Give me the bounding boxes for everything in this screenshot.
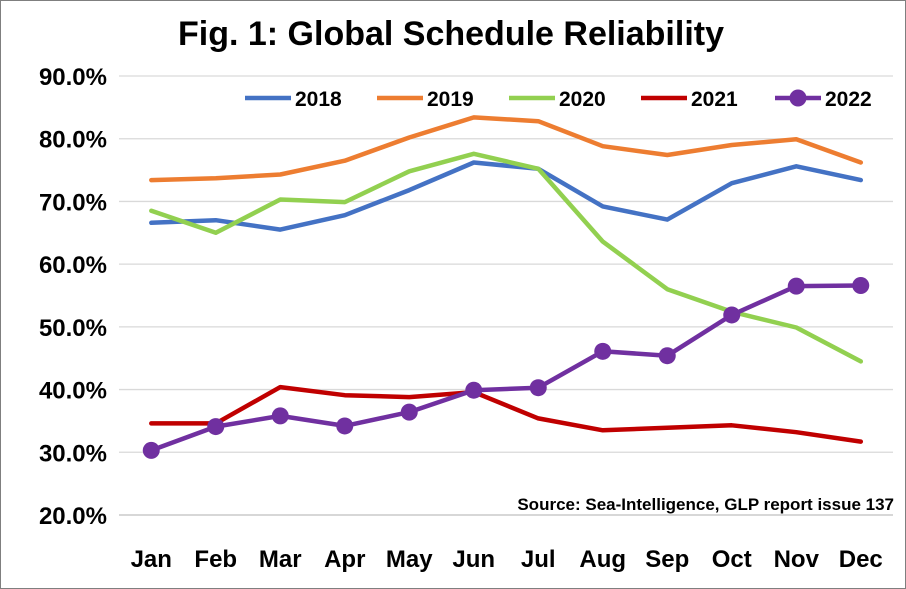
series-2021 — [149, 384, 864, 444]
x-tick-label: Nov — [774, 546, 820, 573]
legend-label: 2020 — [559, 88, 606, 111]
x-tick-label: Dec — [839, 546, 883, 573]
x-tick-label: Apr — [324, 546, 365, 573]
series-line-2020 — [149, 151, 864, 364]
y-tick-label: 80.0% — [39, 127, 107, 154]
data-point — [852, 276, 870, 294]
legend-label: 2018 — [295, 88, 342, 111]
y-tick-label: 90.0% — [39, 64, 107, 91]
series-2018 — [149, 160, 864, 232]
series-2022 — [142, 276, 870, 459]
data-point — [658, 347, 676, 365]
legend-label: 2021 — [691, 88, 738, 111]
legend-marker — [789, 89, 807, 107]
legend-item-2018: 2018 — [245, 88, 342, 111]
x-tick-label: Aug — [579, 546, 626, 573]
y-tick-label: 60.0% — [39, 252, 107, 279]
data-point — [529, 379, 547, 397]
data-point — [465, 381, 483, 399]
x-tick-label: Jul — [521, 546, 556, 573]
legend-label: 2019 — [427, 88, 474, 111]
source-annotation: Source: Sea-Intelligence, GLP report iss… — [517, 495, 894, 514]
legend-item-2022: 2022 — [775, 88, 872, 111]
series-line-2022 — [149, 283, 864, 453]
x-tick-label: Oct — [712, 546, 752, 573]
y-tick-label: 20.0% — [39, 503, 107, 530]
series-lines — [142, 115, 870, 459]
y-tick-label: 50.0% — [39, 315, 107, 342]
data-point — [594, 342, 612, 360]
data-point — [787, 277, 805, 295]
data-point — [271, 407, 289, 425]
y-tick-label: 70.0% — [39, 189, 107, 216]
y-tick-label: 40.0% — [39, 378, 107, 405]
series-line-2018 — [149, 160, 864, 232]
x-tick-label: Sep — [645, 546, 689, 573]
chart-title: Fig. 1: Global Schedule Reliability — [178, 15, 724, 53]
data-point — [142, 441, 160, 459]
y-axis-tick-labels: 20.0% 30.0% 40.0% 50.0% 60.0% 70.0% 80.0% 90.0% — [39, 64, 107, 530]
data-point — [400, 403, 418, 421]
series-2020 — [149, 151, 864, 364]
legend-item-2021: 2021 — [641, 88, 738, 111]
series-line-2021 — [149, 384, 864, 444]
data-point — [207, 418, 225, 436]
legend-label: 2022 — [825, 88, 872, 111]
x-tick-label: May — [386, 546, 433, 573]
series-2019 — [149, 115, 864, 183]
data-point — [336, 417, 354, 435]
legend-item-2020: 2020 — [509, 88, 606, 111]
x-tick-label: Jun — [452, 546, 495, 573]
x-tick-label: Mar — [259, 546, 302, 573]
legend-item-2019: 2019 — [377, 88, 474, 111]
data-point — [723, 306, 741, 324]
x-tick-label: Jan — [131, 546, 172, 573]
x-tick-label: Feb — [194, 546, 237, 573]
x-axis-tick-labels: Jan Feb Mar Apr May Jun Jul Aug Sep Oct Nov Dec — [131, 546, 883, 573]
legend: 2018 2019 2020 2021 2022 — [245, 88, 872, 111]
y-tick-label: 30.0% — [39, 440, 107, 467]
series-line-2019 — [149, 115, 864, 183]
